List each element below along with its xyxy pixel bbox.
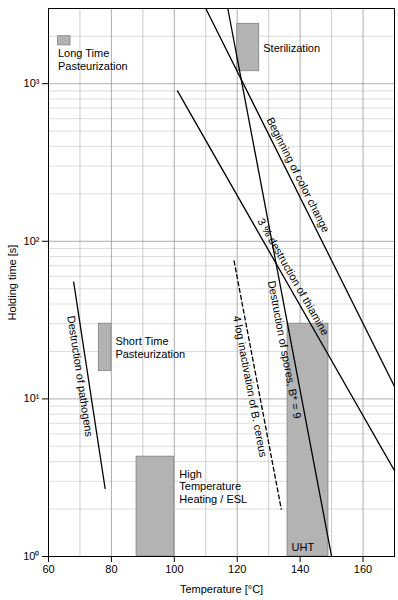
svg-text:60: 60 — [42, 563, 54, 575]
svg-text:Destruction of pathogens: Destruction of pathogens — [65, 315, 95, 438]
svg-text:Beginning of color change: Beginning of color change — [264, 115, 332, 234]
svg-text:3 % destruction of thiamine: 3 % destruction of thiamine — [255, 216, 331, 337]
svg-text:4 log inactivation of B. cereu: 4 log inactivation of B. cereus — [231, 315, 270, 459]
svg-text:10⁰: 10⁰ — [23, 550, 39, 562]
svg-text:160: 160 — [354, 563, 372, 575]
svg-text:10²: 10² — [24, 235, 40, 247]
svg-text:100: 100 — [165, 563, 183, 575]
svg-text:120: 120 — [228, 563, 246, 575]
svg-text:80: 80 — [105, 563, 117, 575]
svg-text:Sterilization: Sterilization — [263, 42, 320, 54]
svg-text:Holding time [s]: Holding time [s] — [6, 245, 18, 321]
svg-text:10³: 10³ — [24, 77, 40, 89]
svg-text:Destruction of spores, B* = 9: Destruction of spores, B* = 9 — [266, 280, 304, 420]
svg-text:Temperature [°C]: Temperature [°C] — [180, 583, 263, 595]
svg-text:HighTemperatureHeating / ESL: HighTemperatureHeating / ESL — [179, 468, 247, 505]
svg-text:10¹: 10¹ — [24, 392, 40, 404]
svg-text:UHT: UHT — [292, 541, 315, 553]
svg-text:Long TimePasteurization: Long TimePasteurization — [58, 47, 128, 72]
svg-text:Short TimePasteurization: Short TimePasteurization — [115, 335, 185, 360]
svg-text:140: 140 — [291, 563, 309, 575]
